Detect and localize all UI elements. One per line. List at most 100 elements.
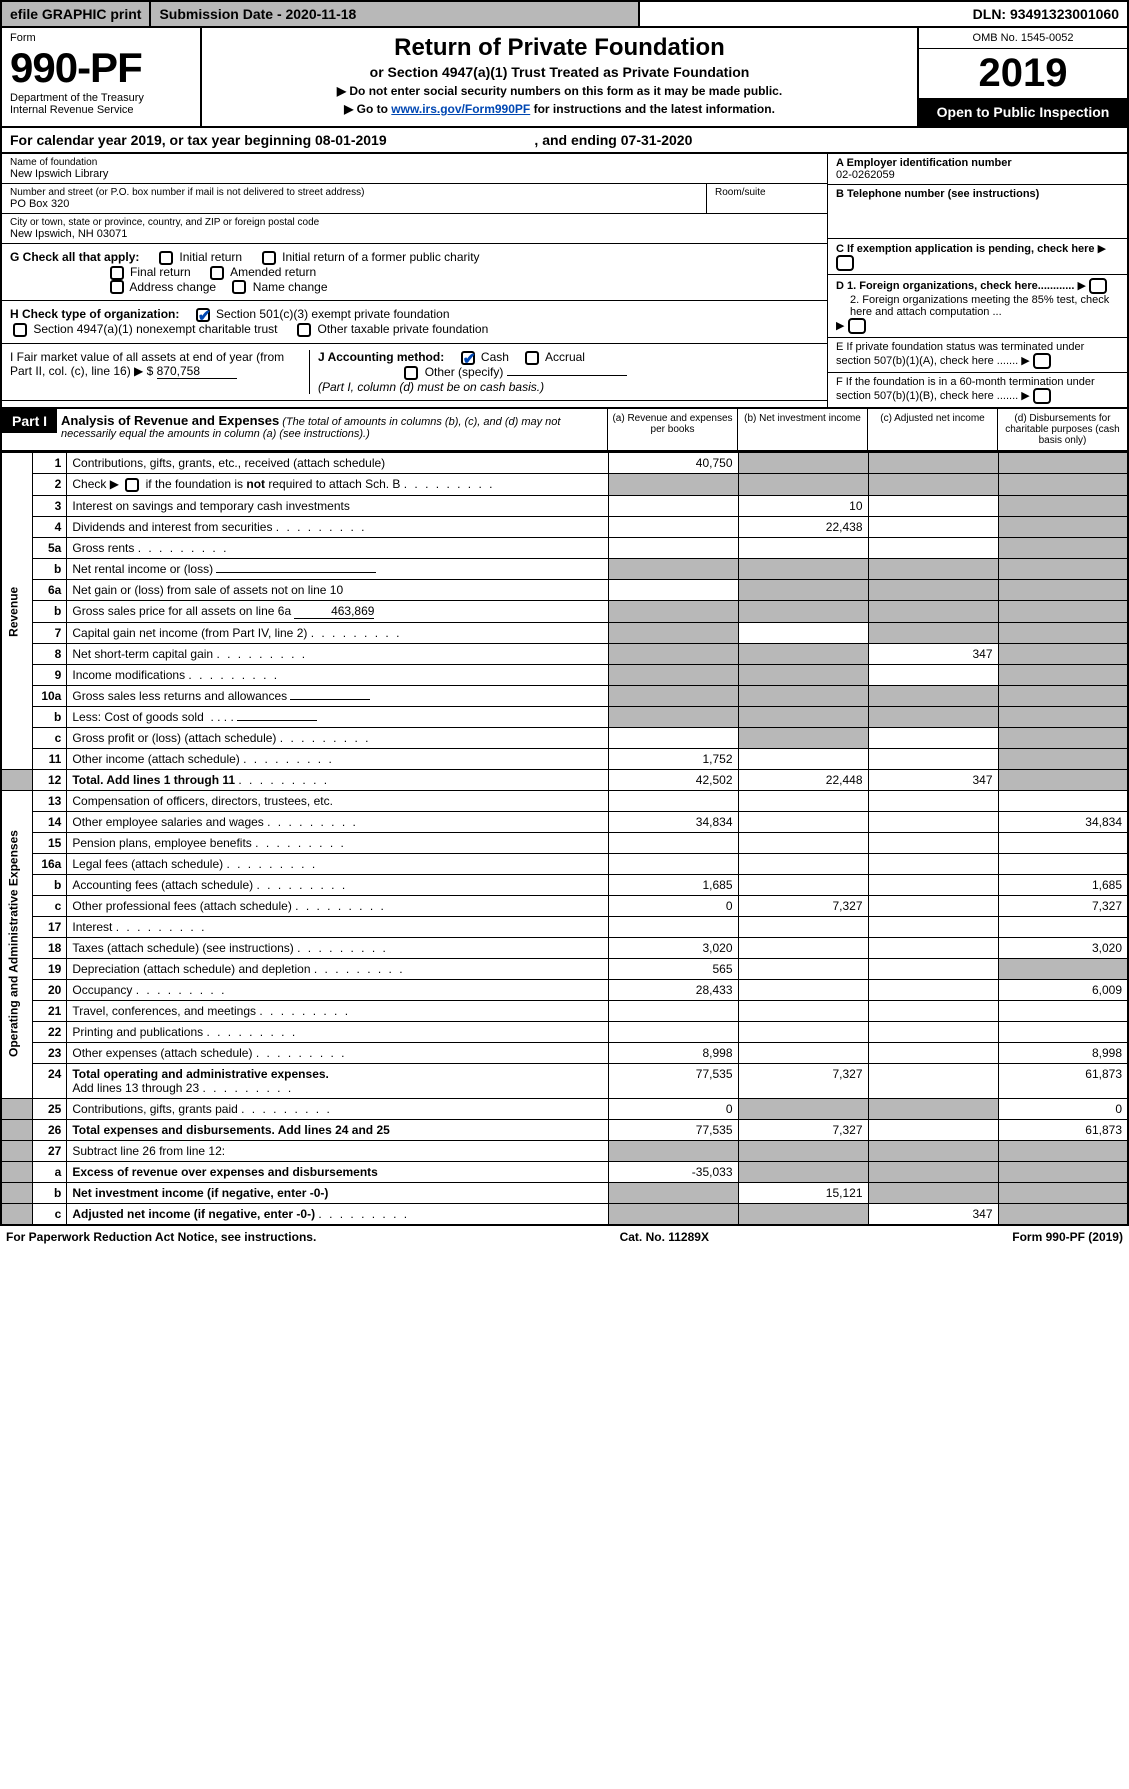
header-right: OMB No. 1545-0052 2019 Open to Public In… bbox=[917, 28, 1127, 126]
chk-other-method[interactable] bbox=[404, 366, 418, 380]
table-row: c Adjusted net income (if negative, ente… bbox=[1, 1203, 1128, 1225]
h-row: H Check type of organization: Section 50… bbox=[2, 301, 827, 344]
dept-label: Department of the Treasury bbox=[10, 92, 192, 104]
form-number: 990-PF bbox=[10, 44, 192, 92]
table-row: 20 Occupancy 28,433 6,009 bbox=[1, 979, 1128, 1000]
g-row: G Check all that apply: Initial return I… bbox=[2, 244, 827, 301]
table-row: 18 Taxes (attach schedule) (see instruct… bbox=[1, 937, 1128, 958]
note-ssn: ▶ Do not enter social security numbers o… bbox=[208, 84, 911, 98]
chk-d2[interactable] bbox=[848, 318, 866, 334]
table-row: 12 Total. Add lines 1 through 11 42,502 … bbox=[1, 769, 1128, 790]
table-row: 15 Pension plans, employee benefits bbox=[1, 832, 1128, 853]
chk-4947a1[interactable] bbox=[13, 323, 27, 337]
table-row: Revenue 1 Contributions, gifts, grants, … bbox=[1, 453, 1128, 474]
table-row: 24 Total operating and administrative ex… bbox=[1, 1063, 1128, 1098]
table-row: b Net rental income or (loss) bbox=[1, 558, 1128, 579]
table-row: b Less: Cost of goods sold . . . . bbox=[1, 706, 1128, 727]
chk-e[interactable] bbox=[1033, 353, 1051, 369]
col-b-header: (b) Net investment income bbox=[737, 409, 867, 450]
e-cell: E If private foundation status was termi… bbox=[828, 338, 1127, 373]
c-cell: C If exemption application is pending, c… bbox=[828, 239, 1127, 275]
table-row: Operating and Administrative Expenses 13… bbox=[1, 790, 1128, 811]
chk-initial-return[interactable] bbox=[159, 251, 173, 265]
chk-initial-former[interactable] bbox=[262, 251, 276, 265]
table-row: 6a Net gain or (loss) from sale of asset… bbox=[1, 579, 1128, 600]
table-row: 16a Legal fees (attach schedule) bbox=[1, 853, 1128, 874]
table-row: 8 Net short-term capital gain 347 bbox=[1, 643, 1128, 664]
chk-name-change[interactable] bbox=[232, 280, 246, 294]
dln-label: DLN: 93491323001060 bbox=[640, 2, 1127, 26]
submission-date: Submission Date - 2020-11-18 bbox=[151, 2, 640, 26]
city-state-zip: New Ipswich, NH 03071 bbox=[10, 228, 819, 240]
table-row: 5a Gross rents bbox=[1, 537, 1128, 558]
irs-link[interactable]: www.irs.gov/Form990PF bbox=[391, 102, 530, 116]
chk-address-change[interactable] bbox=[110, 280, 124, 294]
footer-right: Form 990-PF (2019) bbox=[1012, 1230, 1123, 1244]
irs-label: Internal Revenue Service bbox=[10, 104, 192, 116]
table-row: 21 Travel, conferences, and meetings bbox=[1, 1000, 1128, 1021]
chk-d1[interactable] bbox=[1089, 278, 1107, 294]
form-header: Form 990-PF Department of the Treasury I… bbox=[0, 28, 1129, 128]
header-center: Return of Private Foundation or Section … bbox=[202, 28, 917, 126]
chk-amended-return[interactable] bbox=[210, 266, 224, 280]
col-d-header: (d) Disbursements for charitable purpose… bbox=[997, 409, 1127, 450]
table-row: c Gross profit or (loss) (attach schedul… bbox=[1, 727, 1128, 748]
header-left: Form 990-PF Department of the Treasury I… bbox=[2, 28, 202, 126]
form-subtitle: or Section 4947(a)(1) Trust Treated as P… bbox=[208, 64, 911, 80]
open-to-public: Open to Public Inspection bbox=[919, 98, 1127, 126]
part1-header-row: Part I Analysis of Revenue and Expenses … bbox=[0, 409, 1129, 452]
table-row: 23 Other expenses (attach schedule) 8,99… bbox=[1, 1042, 1128, 1063]
entity-block: Name of foundation New Ipswich Library N… bbox=[0, 154, 1129, 409]
chk-final-return[interactable] bbox=[110, 266, 124, 280]
i-cell: I Fair market value of all assets at end… bbox=[10, 350, 310, 394]
table-row: 2 Check ▶ if the foundation is not requi… bbox=[1, 474, 1128, 496]
revenue-sidebar: Revenue bbox=[1, 453, 33, 770]
chk-accrual[interactable] bbox=[525, 351, 539, 365]
col-c-header: (c) Adjusted net income bbox=[867, 409, 997, 450]
begin-date: 08-01-2019 bbox=[315, 132, 387, 148]
part1-table: Revenue 1 Contributions, gifts, grants, … bbox=[0, 452, 1129, 1226]
fmv-value: 870,758 bbox=[157, 364, 237, 379]
ij-row: I Fair market value of all assets at end… bbox=[2, 344, 827, 401]
street-cell: Number and street (or P.O. box number if… bbox=[2, 184, 707, 214]
part1-label: Part I bbox=[2, 409, 57, 433]
table-row: 17 Interest bbox=[1, 916, 1128, 937]
chk-other-taxable[interactable] bbox=[297, 323, 311, 337]
table-row: b Accounting fees (attach schedule) 1,68… bbox=[1, 874, 1128, 895]
ein-cell: A Employer identification number 02-0262… bbox=[828, 154, 1127, 185]
chk-cash[interactable] bbox=[461, 351, 475, 365]
street-address: PO Box 320 bbox=[10, 198, 698, 210]
d-cell: D 1. Foreign organizations, check here..… bbox=[828, 275, 1127, 338]
table-row: 7 Capital gain net income (from Part IV,… bbox=[1, 622, 1128, 643]
chk-c[interactable] bbox=[836, 255, 854, 271]
table-row: c Other professional fees (attach schedu… bbox=[1, 895, 1128, 916]
note-goto: ▶ Go to www.irs.gov/Form990PF for instru… bbox=[208, 102, 911, 116]
footer-left: For Paperwork Reduction Act Notice, see … bbox=[6, 1230, 316, 1244]
foundation-name-cell: Name of foundation New Ipswich Library bbox=[2, 154, 827, 184]
chk-schb[interactable] bbox=[125, 478, 139, 492]
table-row: 26 Total expenses and disbursements. Add… bbox=[1, 1119, 1128, 1140]
calendar-year-row: For calendar year 2019, or tax year begi… bbox=[0, 128, 1129, 154]
table-row: 22 Printing and publications bbox=[1, 1021, 1128, 1042]
tel-cell: B Telephone number (see instructions) bbox=[828, 185, 1127, 239]
end-date: 07-31-2020 bbox=[621, 132, 693, 148]
table-row: 4 Dividends and interest from securities… bbox=[1, 516, 1128, 537]
chk-f[interactable] bbox=[1033, 388, 1051, 404]
chk-501c3[interactable] bbox=[196, 308, 210, 322]
table-row: a Excess of revenue over expenses and di… bbox=[1, 1161, 1128, 1182]
footer-mid: Cat. No. 11289X bbox=[620, 1230, 709, 1244]
room-cell: Room/suite bbox=[707, 184, 827, 214]
col-a-header: (a) Revenue and expenses per books bbox=[607, 409, 737, 450]
table-row: 3 Interest on savings and temporary cash… bbox=[1, 495, 1128, 516]
ein-value: 02-0262059 bbox=[836, 169, 895, 181]
f-cell: F If the foundation is in a 60-month ter… bbox=[828, 373, 1127, 407]
table-row: 19 Depreciation (attach schedule) and de… bbox=[1, 958, 1128, 979]
table-row: 10a Gross sales less returns and allowan… bbox=[1, 685, 1128, 706]
table-row: 9 Income modifications bbox=[1, 664, 1128, 685]
table-row: b Gross sales price for all assets on li… bbox=[1, 600, 1128, 622]
tax-year: 2019 bbox=[919, 49, 1127, 98]
page-footer: For Paperwork Reduction Act Notice, see … bbox=[0, 1226, 1129, 1248]
efile-label: efile GRAPHIC print bbox=[2, 2, 151, 26]
foundation-name: New Ipswich Library bbox=[10, 168, 819, 180]
city-cell: City or town, state or province, country… bbox=[2, 214, 827, 244]
